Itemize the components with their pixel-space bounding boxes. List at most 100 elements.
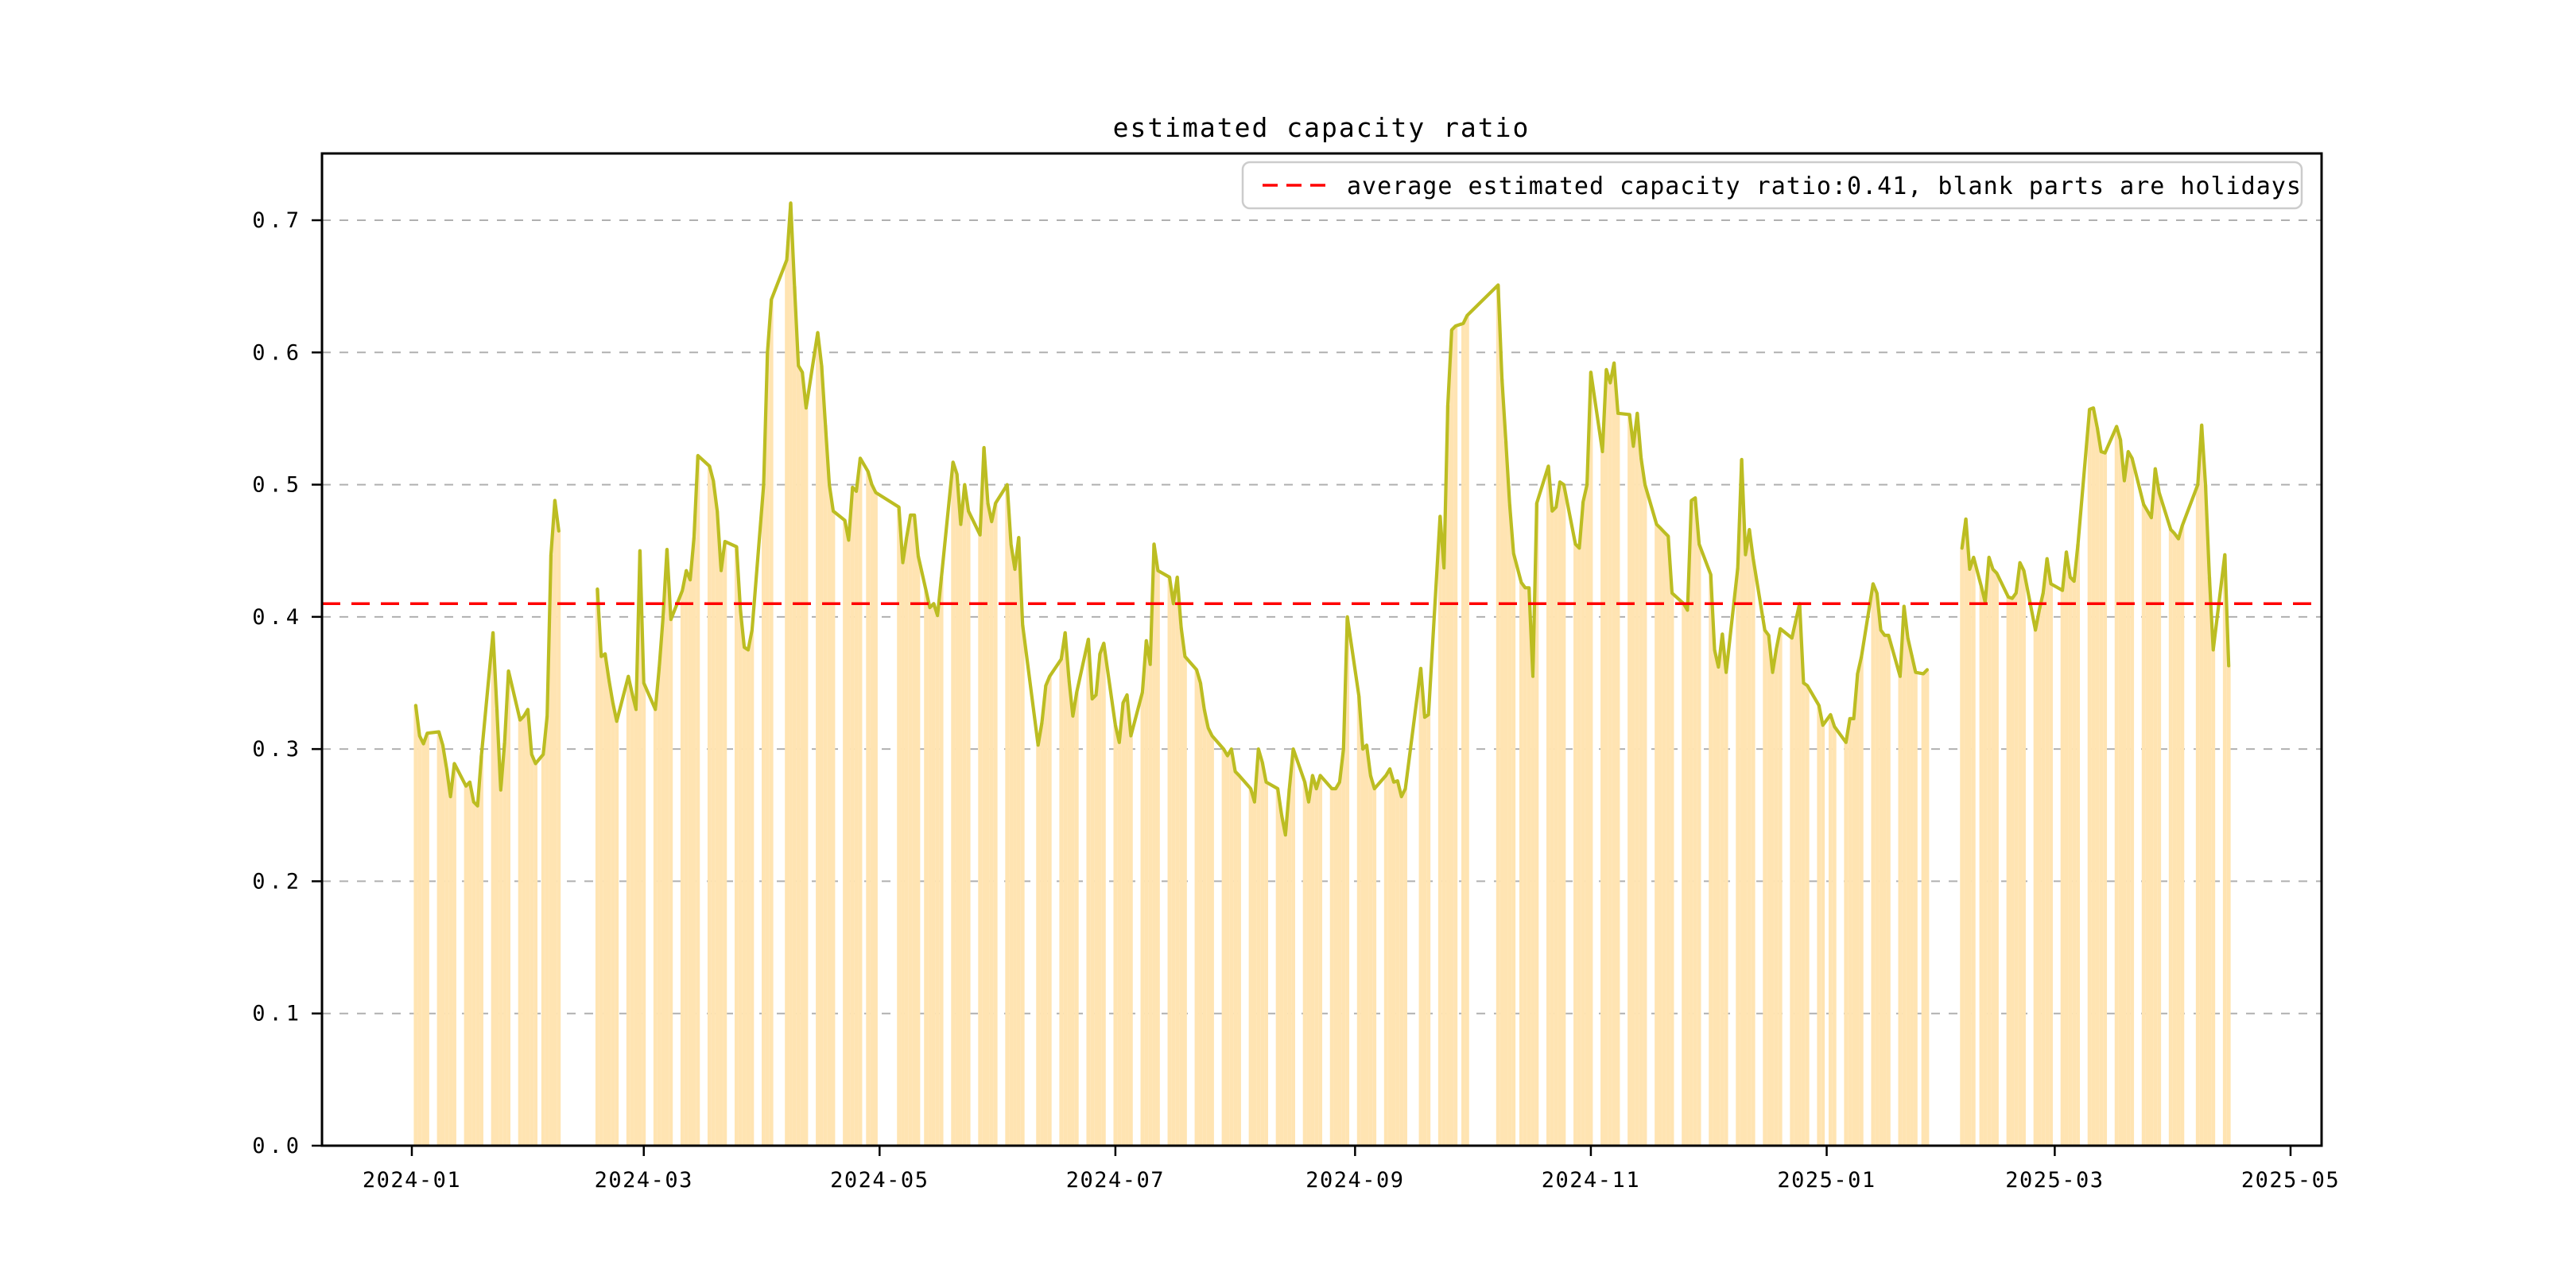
bar	[1005, 484, 1010, 1146]
bar	[1627, 414, 1632, 1146]
bar	[1399, 797, 1404, 1146]
bar	[1167, 576, 1172, 1146]
bar	[1040, 722, 1044, 1146]
y-tick-label: 0.4	[252, 605, 303, 630]
bar	[1913, 672, 1918, 1146]
bar	[1461, 323, 1465, 1146]
legend-box	[1241, 161, 2303, 210]
bar	[467, 782, 472, 1146]
bar	[1519, 582, 1523, 1146]
bar	[928, 607, 932, 1146]
bar	[688, 580, 692, 1146]
bar	[931, 603, 936, 1146]
bar	[866, 471, 871, 1146]
bar	[1391, 782, 1396, 1146]
bar	[549, 554, 553, 1146]
bar	[1329, 789, 1334, 1146]
x-tick-label: 2024-11	[1542, 1168, 1640, 1193]
x-tick-label: 2025-03	[2005, 1168, 2104, 1193]
bar	[1009, 544, 1014, 1146]
bar	[1090, 698, 1095, 1146]
y-tick-label: 0.0	[252, 1134, 303, 1158]
bar	[1310, 775, 1315, 1146]
bar	[1306, 801, 1311, 1146]
bar	[912, 514, 917, 1146]
bar	[854, 491, 859, 1146]
y-tick-label: 0.5	[252, 473, 303, 498]
bar	[448, 797, 453, 1146]
bar	[1229, 749, 1234, 1146]
bar	[769, 299, 774, 1146]
bar	[1991, 568, 1996, 1146]
bar	[2211, 650, 2216, 1146]
bar	[1709, 574, 1713, 1146]
bar	[1318, 775, 1323, 1146]
bar	[471, 801, 476, 1146]
bar	[417, 735, 422, 1146]
bar	[1437, 516, 1442, 1146]
bar	[533, 763, 538, 1146]
bar	[436, 731, 441, 1146]
bar	[2064, 552, 2069, 1146]
bar	[1798, 603, 1802, 1146]
bar	[1600, 452, 1604, 1146]
bar	[1113, 725, 1118, 1146]
bar	[904, 537, 909, 1146]
bar	[951, 462, 956, 1146]
bar	[1832, 726, 1837, 1146]
bar	[1801, 683, 1806, 1146]
bar	[1666, 536, 1670, 1146]
bar	[696, 455, 700, 1146]
bar	[850, 487, 855, 1146]
bar	[1886, 635, 1891, 1146]
bar	[1763, 630, 1767, 1146]
bar	[742, 647, 747, 1146]
bar	[1314, 789, 1319, 1146]
bar	[1148, 664, 1153, 1146]
bar	[1859, 656, 1864, 1146]
bar	[1655, 524, 1659, 1146]
bar	[680, 590, 685, 1146]
bar	[1511, 553, 1516, 1146]
bar	[669, 619, 673, 1146]
bar	[1020, 624, 1025, 1146]
bar	[1453, 326, 1458, 1146]
bar	[1047, 676, 1052, 1146]
bar	[530, 754, 534, 1146]
bar	[785, 259, 789, 1146]
bar	[642, 683, 646, 1146]
bar	[603, 654, 607, 1146]
bar	[2172, 533, 2177, 1146]
capacity-line-segment	[1960, 405, 2231, 668]
bar	[1682, 603, 1686, 1146]
capacity-bars	[413, 203, 2231, 1146]
bar	[1697, 544, 1701, 1146]
bar	[2099, 452, 2104, 1146]
bar	[1418, 668, 1423, 1146]
y-tick-label: 0.6	[252, 340, 303, 365]
bar	[1983, 602, 1988, 1146]
bar	[2087, 409, 2092, 1146]
bar	[831, 510, 836, 1146]
bar	[800, 372, 805, 1146]
bar	[846, 540, 851, 1146]
bar	[1921, 673, 1926, 1146]
bar	[1743, 554, 1748, 1146]
bar	[989, 522, 994, 1146]
bar	[1155, 570, 1160, 1146]
bar	[1871, 584, 1876, 1146]
bar	[1364, 745, 1369, 1146]
x-tick-label: 2024-05	[830, 1168, 929, 1193]
bar	[1449, 330, 1454, 1146]
bar	[1689, 500, 1693, 1146]
bar	[615, 721, 619, 1146]
bar	[1395, 781, 1400, 1146]
bar	[2045, 558, 2050, 1146]
bar	[1264, 782, 1268, 1146]
bar	[1302, 782, 1307, 1146]
legend-label: average estimated capacity ratio:0.41, b…	[1347, 173, 2302, 200]
bar	[1716, 667, 1721, 1146]
bar	[1225, 755, 1230, 1146]
bar	[1198, 683, 1203, 1146]
